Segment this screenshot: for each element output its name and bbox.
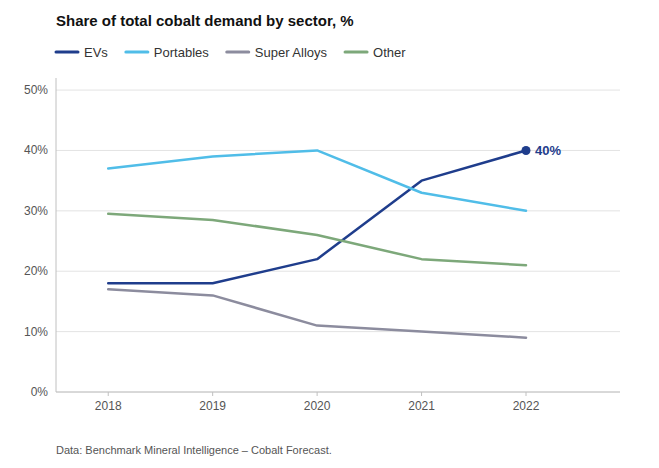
legend-swatch	[345, 51, 367, 54]
legend-swatch	[126, 51, 148, 54]
x-tick-label: 2018	[95, 399, 122, 413]
legend-item: Super Alloys	[227, 45, 328, 60]
x-axis-line	[56, 392, 620, 393]
legend-swatch	[227, 51, 249, 54]
x-tick-label: 2022	[513, 399, 540, 413]
grid-line	[56, 271, 620, 272]
x-tick	[526, 392, 527, 396]
series-line	[108, 289, 526, 337]
end-marker	[522, 146, 531, 155]
title: Share of total cobalt demand by sector, …	[56, 12, 354, 29]
y-tick-label: 0%	[31, 385, 49, 399]
y-tick-label: 40%	[24, 143, 48, 157]
x-tick	[317, 392, 318, 396]
x-tick-label: 2021	[408, 399, 435, 413]
grid-line	[56, 331, 620, 332]
legend-swatch	[56, 51, 78, 54]
legend-item: Portables	[126, 45, 209, 60]
grid-line	[56, 90, 620, 91]
legend-item: EVs	[56, 45, 108, 60]
y-tick-label: 20%	[24, 264, 48, 278]
grid-line	[56, 392, 620, 393]
x-tick	[421, 392, 422, 396]
x-tick	[108, 392, 109, 396]
chart: Share of total cobalt demand by sector, …	[0, 0, 659, 468]
series-line	[108, 150, 526, 283]
legend-label: Other	[373, 45, 406, 60]
legend-item: Other	[345, 45, 406, 60]
series-line	[108, 150, 526, 210]
grid-line	[56, 210, 620, 211]
y-axis-line	[56, 78, 57, 392]
x-tick	[212, 392, 213, 396]
source: Data: Benchmark Mineral Intelligence – C…	[56, 444, 332, 456]
y-tick-label: 50%	[24, 83, 48, 97]
series-line	[108, 214, 526, 265]
legend-label: Portables	[154, 45, 209, 60]
plot-area	[108, 146, 530, 338]
y-tick-label: 10%	[24, 325, 48, 339]
y-tick-label: 30%	[24, 204, 48, 218]
annotation: 40%	[535, 143, 561, 158]
legend-label: EVs	[84, 45, 108, 60]
legend-label: Super Alloys	[255, 45, 328, 60]
x-tick-label: 2019	[199, 399, 226, 413]
x-tick-label: 2020	[304, 399, 331, 413]
